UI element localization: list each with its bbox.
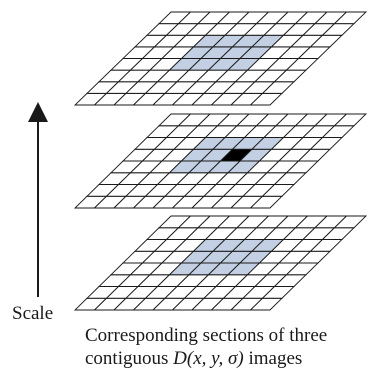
caption-expression: D(x, y, σ)	[172, 348, 244, 369]
caption-line-2-prefix: contiguous	[85, 348, 173, 369]
grid-layer-top	[73, 11, 368, 106]
scale-label: Scale	[12, 303, 53, 324]
grid-cell	[333, 215, 368, 229]
caption-line-2-suffix: images	[244, 348, 303, 369]
grid-layer-bottom	[73, 215, 368, 311]
grid-cell	[333, 113, 368, 127]
caption-line-1: Corresponding sections of three	[85, 325, 327, 346]
grid-layer-middle	[73, 113, 368, 209]
caption-line-2: contiguous D(x, y, σ) images	[85, 348, 302, 369]
grid-cell	[333, 11, 368, 25]
